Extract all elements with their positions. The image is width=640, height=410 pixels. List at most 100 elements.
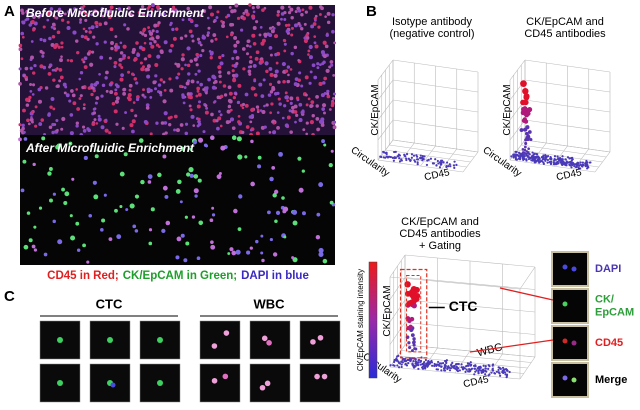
cell-point [522,153,525,156]
cell-point [398,157,401,160]
cell [69,214,73,218]
cell-point [393,360,396,364]
cell [79,70,84,75]
cell [176,236,182,242]
cell [268,67,273,71]
cell [57,239,63,245]
cell-point [438,362,442,365]
grid-line [377,159,464,173]
cell-point [407,341,411,345]
cell [233,208,238,214]
cell-point [422,362,425,365]
cell [234,92,238,96]
cell-point [464,370,467,374]
cell-point [533,152,536,155]
cell [332,92,336,96]
cell [285,29,290,34]
cell-point [520,80,527,87]
cell [95,42,99,46]
cell [66,25,71,30]
cell [196,124,200,128]
cell [28,238,33,243]
cell [321,139,325,144]
cell [301,169,305,173]
cell [305,132,309,136]
cell-point [487,364,490,367]
cell [241,106,245,110]
cell [230,9,235,14]
cell [219,61,224,66]
cell [212,81,216,85]
cell [59,58,63,63]
cell [115,84,120,89]
cell [263,32,268,37]
cell [157,45,161,49]
cell [266,340,272,346]
cell-point [447,165,450,168]
cell [47,11,51,16]
cell-point [393,364,396,367]
channel-label: CD45 [595,337,623,349]
cell [92,180,97,185]
cell [283,206,289,212]
cell [209,135,215,141]
cell-point [393,358,396,362]
cell [51,35,56,39]
cell-point [416,158,420,161]
grid-line [377,79,394,101]
cell [87,86,92,90]
cell [58,79,62,83]
cell [264,61,269,66]
cell [75,124,79,128]
cell [118,63,122,67]
cell [310,100,315,104]
cell [82,243,86,248]
cell [134,229,139,233]
cell-point [574,166,578,169]
cell [48,125,53,130]
cell-point [440,369,443,372]
cell [95,24,99,29]
cell [153,40,157,44]
cell [58,68,63,72]
cell [269,72,274,77]
cell-point [397,366,401,369]
cell-point [454,363,457,366]
cell-point [389,364,392,367]
cell [332,73,336,77]
cell-point [588,161,592,164]
cell [263,125,267,129]
cell [195,52,199,57]
cell [78,10,83,15]
cell-point [531,157,534,160]
cell [220,145,226,151]
cell-point [437,162,440,165]
cell [222,373,229,380]
cell [122,91,127,96]
cell [562,301,568,307]
cell [162,185,168,191]
cell [249,128,253,132]
cell [277,80,281,84]
cell-point [521,118,527,123]
cell [210,39,214,43]
cell-point [429,157,433,160]
cell [216,174,222,180]
cell-point [474,370,477,373]
cell [263,6,267,10]
cell [57,45,61,49]
cell-point [446,367,449,371]
cell-point [421,159,424,162]
cell-point [484,373,487,376]
cell-point [443,359,447,363]
cell [196,80,200,84]
cell [571,340,577,346]
cell [290,16,294,20]
cell-point [559,158,562,161]
cell [64,85,68,89]
cell-point [417,361,420,364]
cell-point [396,355,399,358]
cell [311,114,315,118]
cell [271,85,275,90]
cell-point [527,130,532,134]
